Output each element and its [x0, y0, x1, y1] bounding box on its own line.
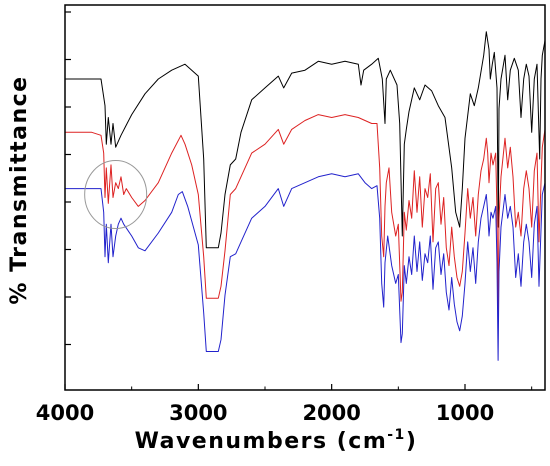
x-tick-label: 4000 — [36, 401, 94, 425]
axes: 4000 3000 2000 1000 — [36, 4, 546, 425]
x-tick-label: 1000 — [436, 401, 494, 425]
spectrum-line-1 — [65, 31, 546, 249]
x-axis-title-superscript: -1 — [387, 427, 406, 443]
spectrum-line-3 — [65, 173, 546, 361]
spectrum-line-2 — [65, 114, 546, 317]
x-axis-title-close: ) — [406, 429, 418, 454]
highlight-circle — [84, 160, 148, 230]
y-axis-title: % Transmittance — [7, 75, 32, 304]
plot-area — [65, 31, 546, 361]
plot-frame — [64, 4, 546, 391]
x-tick-label: 3000 — [169, 401, 227, 425]
x-axis-title: Wavenumbers (cm-1) — [135, 427, 418, 454]
x-axis-title-main: Wavenumbers (cm — [135, 429, 388, 454]
x-tick-label: 2000 — [302, 401, 360, 425]
y-axis-title-group: % Transmittance — [7, 75, 32, 304]
